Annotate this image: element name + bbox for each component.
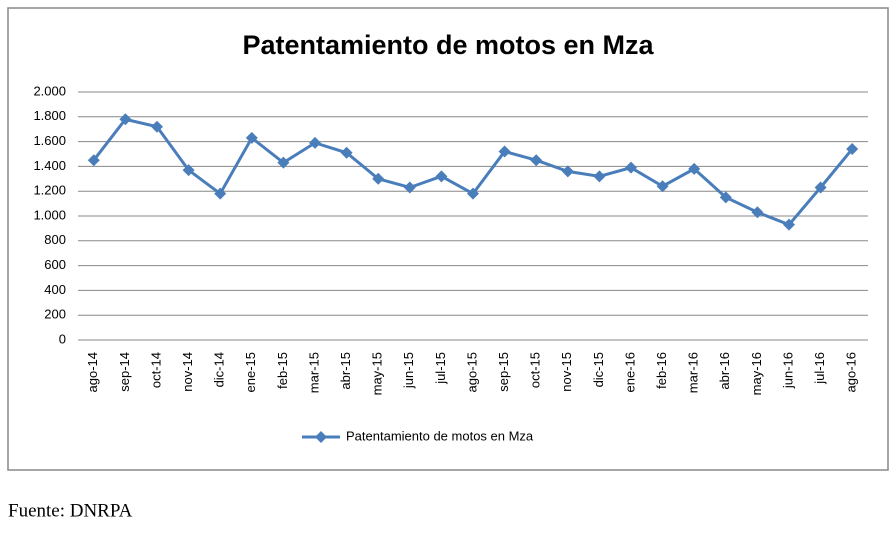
point-marker	[593, 170, 606, 183]
legend-label: Patentamiento de motos en Mza	[346, 428, 534, 443]
x-tick-label: jun-16	[780, 352, 795, 389]
x-tick-label: sep-14	[117, 352, 132, 392]
x-tick-label: mar-15	[306, 352, 321, 393]
x-tick-label: ene-16	[622, 352, 637, 392]
x-tick-label: jul-16	[812, 352, 827, 385]
point-marker	[403, 181, 416, 194]
x-tick-label: mar-16	[686, 352, 701, 393]
point-marker	[561, 165, 574, 178]
point-marker	[119, 113, 132, 126]
point-marker	[656, 180, 669, 193]
point-marker	[151, 120, 163, 133]
point-marker	[719, 191, 732, 204]
point-marker	[245, 131, 258, 144]
point-marker	[751, 206, 764, 219]
x-tick-label: ago-15	[464, 352, 479, 392]
y-tick-label: 1.000	[33, 207, 66, 222]
y-tick-label: 400	[44, 282, 66, 297]
y-tick-label: 200	[44, 307, 66, 322]
chart-frame	[7, 7, 889, 471]
y-tick-label: 1.200	[33, 183, 66, 198]
x-tick-label: may-16	[749, 352, 764, 395]
point-marker	[846, 143, 859, 156]
point-marker	[530, 154, 543, 167]
x-tick-label: abr-16	[717, 352, 732, 390]
point-marker	[467, 187, 479, 200]
y-tick-label: 1.400	[33, 158, 66, 173]
point-marker	[372, 172, 385, 185]
source-note: Fuente: DNRPA	[8, 500, 133, 521]
point-marker	[688, 162, 701, 175]
x-tick-label: jul-15	[433, 352, 448, 385]
x-tick-label: nov-14	[180, 352, 195, 392]
x-tick-label: dic-15	[591, 352, 606, 387]
x-tick-label: nov-15	[559, 352, 574, 392]
y-tick-label: 2.000	[33, 83, 66, 98]
x-tick-label: may-15	[370, 352, 385, 395]
point-marker	[340, 146, 353, 159]
y-tick-label: 800	[44, 232, 66, 247]
x-tick-label: feb-15	[275, 352, 290, 389]
point-marker	[182, 164, 195, 177]
point-marker	[783, 218, 795, 231]
y-tick-label: 1.800	[33, 108, 66, 123]
legend-marker	[315, 431, 327, 443]
x-tick-label: ago-16	[844, 352, 859, 392]
x-tick-label: ene-15	[243, 352, 258, 392]
y-tick-label: 0	[59, 331, 66, 346]
x-tick-label: oct-15	[528, 352, 543, 388]
y-tick-label: 600	[44, 257, 66, 272]
x-tick-label: abr-15	[338, 352, 353, 390]
point-marker	[435, 170, 448, 183]
x-tick-label: jun-15	[401, 352, 416, 389]
point-marker	[309, 136, 321, 149]
point-marker	[277, 156, 290, 169]
x-tick-label: feb-16	[654, 352, 669, 389]
x-tick-label: oct-14	[148, 352, 163, 388]
chart-title: Patentamiento de motos en Mza	[242, 30, 654, 60]
point-marker	[814, 181, 827, 194]
x-tick-label: ago-14	[85, 352, 100, 392]
point-marker	[625, 161, 637, 174]
x-tick-label: sep-15	[496, 352, 511, 392]
y-tick-label: 1.600	[33, 133, 66, 148]
x-tick-label: dic-14	[212, 352, 227, 387]
point-marker	[87, 154, 100, 167]
point-marker	[214, 187, 227, 200]
point-marker	[498, 145, 511, 158]
